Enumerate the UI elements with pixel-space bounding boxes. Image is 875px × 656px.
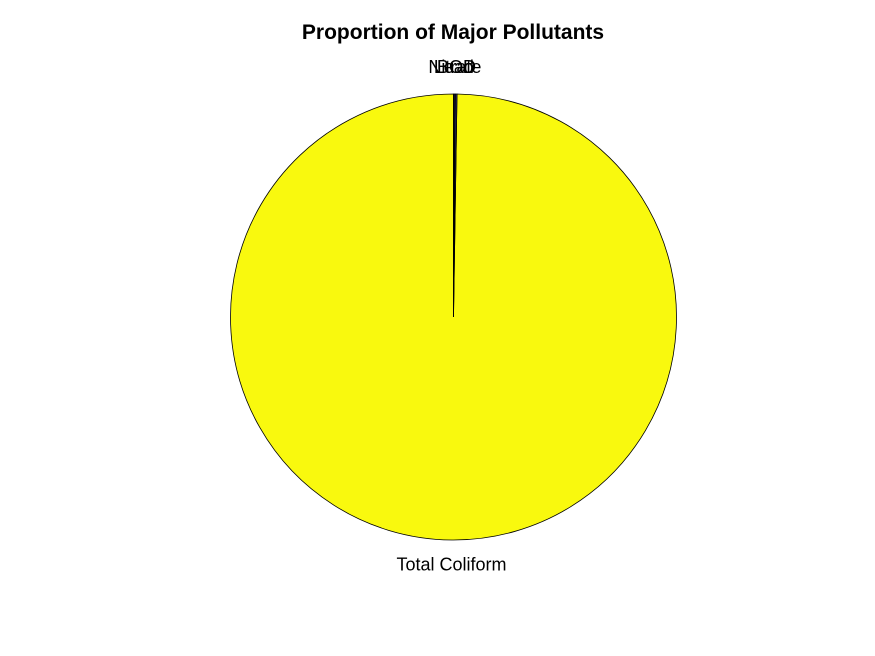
- pie-label-total-coliform: Total Coliform: [397, 555, 507, 575]
- pie-label-nitrate: Nitrate: [428, 57, 481, 77]
- pie-label-lead: Lead: [434, 57, 474, 77]
- pie-slices: [230, 93, 677, 541]
- pie-label-bod: BOD: [437, 57, 476, 77]
- pie-slice-lead: [453, 93, 455, 318]
- chart-title: Proportion of Major Pollutants: [302, 21, 604, 44]
